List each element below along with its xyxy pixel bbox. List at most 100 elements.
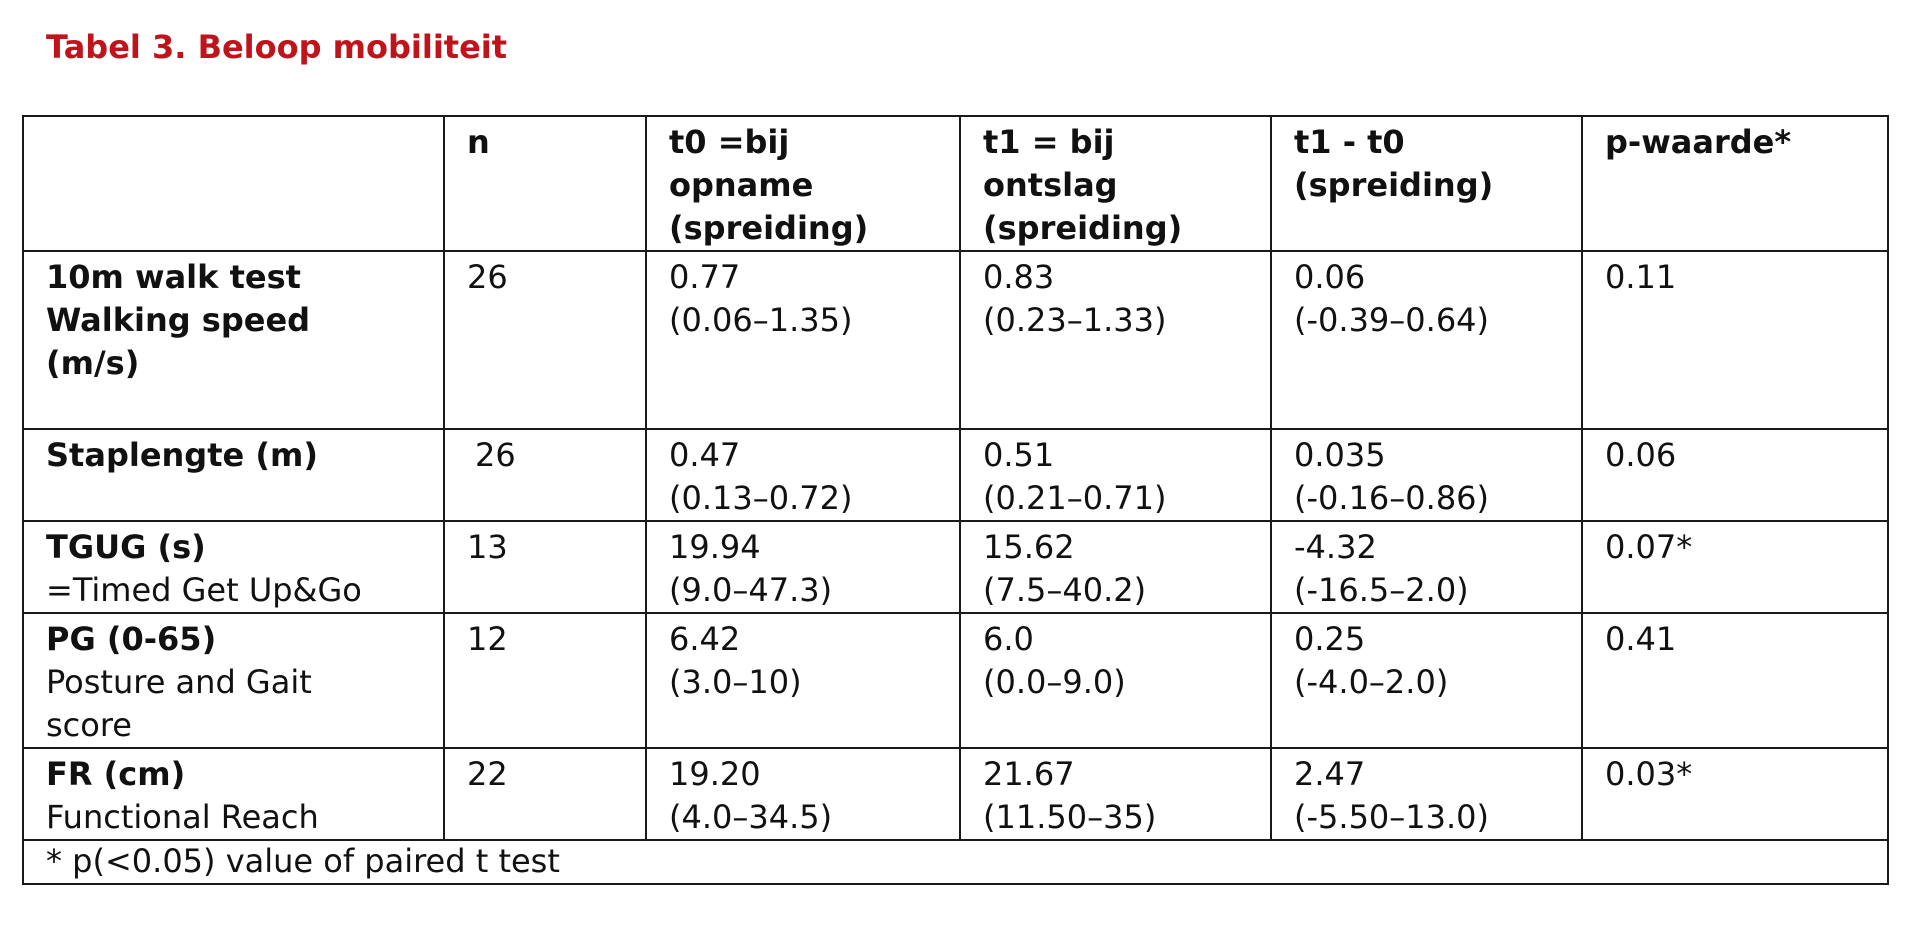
row-label-line: FR (cm): [46, 755, 186, 793]
row-t0-cell: 19.20 (4.0–34.5): [645, 747, 961, 841]
row-t1-mean: 21.67: [983, 755, 1075, 793]
row-n-value: 12: [467, 620, 508, 658]
row-p-value: 0.11: [1605, 258, 1677, 296]
row-diff-cell: 0.06 (-0.39–0.64): [1270, 250, 1583, 430]
row-diff-cell: 0.25 (-4.0–2.0): [1270, 612, 1583, 749]
header-n-label: n: [467, 123, 490, 161]
row-diff-mean: 0.06: [1294, 258, 1366, 296]
row-t1-mean: 15.62: [983, 528, 1075, 566]
table-row: 10m walk test Walking speed (m/s) 26 0.7…: [22, 250, 1889, 430]
row-diff-range: (-5.50–13.0): [1294, 798, 1490, 836]
row-t1-cell: 6.0 (0.0–9.0): [959, 612, 1272, 749]
row-t0-mean: 19.20: [669, 755, 761, 793]
row-t0-cell: 0.47 (0.13–0.72): [645, 428, 961, 522]
table-row: TGUG (s) =Timed Get Up&Go 13 19.94 (9.0–…: [22, 520, 1889, 614]
row-label-cell: FR (cm) Functional Reach: [22, 747, 445, 841]
header-cell-t1: t1 = bij ontslag (spreiding): [959, 115, 1272, 252]
header-p-label: p-waarde*: [1605, 123, 1792, 161]
row-diff-mean: 2.47: [1294, 755, 1366, 793]
table-title: Tabel 3. Beloop mobiliteit: [46, 28, 508, 66]
row-label-line: Walking speed: [46, 301, 311, 339]
row-t0-mean: 0.77: [669, 258, 741, 296]
header-cell-blank: [22, 115, 445, 252]
table-row: Staplengte (m) 26 0.47 (0.13–0.72) 0.51 …: [22, 428, 1889, 522]
row-diff-cell: -4.32 (-16.5–2.0): [1270, 520, 1583, 614]
row-t0-cell: 6.42 (3.0–10): [645, 612, 961, 749]
row-label-cell: TGUG (s) =Timed Get Up&Go: [22, 520, 445, 614]
header-cell-t0: t0 =bij opname (spreiding): [645, 115, 961, 252]
mobility-table: n t0 =bij opname (spreiding) t1 = bij on…: [22, 115, 1889, 885]
header-t0-line: (spreiding): [669, 209, 869, 247]
row-diff-mean: -4.32: [1294, 528, 1377, 566]
row-diff-range: (-4.0–2.0): [1294, 663, 1449, 701]
header-t1-line: ontslag: [983, 166, 1118, 204]
header-diff-line: t1 - t0: [1294, 123, 1405, 161]
header-cell-p: p-waarde*: [1581, 115, 1889, 252]
row-t1-range: (0.0–9.0): [983, 663, 1126, 701]
row-t1-cell: 0.51 (0.21–0.71): [959, 428, 1272, 522]
row-t0-range: (9.0–47.3): [669, 571, 833, 609]
row-t1-range: (0.23–1.33): [983, 301, 1167, 339]
header-cell-n: n: [443, 115, 647, 252]
row-p-value: 0.06: [1605, 436, 1677, 474]
footnote-cell: * p(<0.05) value of paired t test: [22, 839, 1889, 885]
row-t1-range: (0.21–0.71): [983, 479, 1167, 517]
row-t1-cell: 21.67 (11.50–35): [959, 747, 1272, 841]
row-p-cell: 0.07*: [1581, 520, 1889, 614]
row-diff-range: (-0.39–0.64): [1294, 301, 1490, 339]
row-label-cell: PG (0-65) Posture and Gait score: [22, 612, 445, 749]
row-n-value: 22: [467, 755, 508, 793]
row-n-cell: 26: [443, 250, 647, 430]
row-n-value: 26: [467, 258, 508, 296]
footnote-text: * p(<0.05) value of paired t test: [46, 842, 560, 880]
row-t0-cell: 19.94 (9.0–47.3): [645, 520, 961, 614]
row-p-value: 0.03*: [1605, 755, 1693, 793]
header-cell-diff: t1 - t0 (spreiding): [1270, 115, 1583, 252]
header-t1-line: (spreiding): [983, 209, 1183, 247]
row-t1-mean: 6.0: [983, 620, 1034, 658]
row-t0-mean: 19.94: [669, 528, 761, 566]
row-label-cell: 10m walk test Walking speed (m/s): [22, 250, 445, 430]
row-diff-range: (-0.16–0.86): [1294, 479, 1490, 517]
row-diff-range: (-16.5–2.0): [1294, 571, 1469, 609]
table-row: FR (cm) Functional Reach 22 19.20 (4.0–3…: [22, 747, 1889, 841]
row-t0-range: (4.0–34.5): [669, 798, 833, 836]
footnote-row: * p(<0.05) value of paired t test: [22, 839, 1889, 885]
row-t0-mean: 0.47: [669, 436, 741, 474]
row-label-line: (m/s): [46, 344, 140, 382]
row-t0-range: (0.13–0.72): [669, 479, 853, 517]
row-t0-cell: 0.77 (0.06–1.35): [645, 250, 961, 430]
row-t1-range: (11.50–35): [983, 798, 1157, 836]
row-sublabel-line: score: [46, 706, 132, 744]
row-p-value: 0.07*: [1605, 528, 1693, 566]
row-n-cell: 26: [443, 428, 647, 522]
row-sublabel-line: Functional Reach: [46, 798, 319, 836]
row-t1-range: (7.5–40.2): [983, 571, 1147, 609]
row-label-line: PG (0-65): [46, 620, 217, 658]
row-diff-mean: 0.035: [1294, 436, 1386, 474]
row-t1-mean: 0.51: [983, 436, 1055, 474]
row-sublabel-line: Posture and Gait: [46, 663, 312, 701]
row-sublabel-line: =Timed Get Up&Go: [46, 571, 362, 609]
row-n-cell: 13: [443, 520, 647, 614]
row-t1-cell: 15.62 (7.5–40.2): [959, 520, 1272, 614]
row-t1-mean: 0.83: [983, 258, 1055, 296]
row-t0-mean: 6.42: [669, 620, 741, 658]
header-t1-line: t1 = bij: [983, 123, 1115, 161]
row-diff-cell: 0.035 (-0.16–0.86): [1270, 428, 1583, 522]
row-p-cell: 0.03*: [1581, 747, 1889, 841]
row-p-cell: 0.11: [1581, 250, 1889, 430]
row-p-cell: 0.41: [1581, 612, 1889, 749]
row-label-cell: Staplengte (m): [22, 428, 445, 522]
row-t0-range: (3.0–10): [669, 663, 802, 701]
row-t1-cell: 0.83 (0.23–1.33): [959, 250, 1272, 430]
header-diff-line: (spreiding): [1294, 166, 1494, 204]
row-label-line: 10m walk test: [46, 258, 301, 296]
row-label-line: TGUG (s): [46, 528, 206, 566]
row-n-value: 26: [475, 436, 516, 474]
row-p-cell: 0.06: [1581, 428, 1889, 522]
row-n-cell: 22: [443, 747, 647, 841]
row-t0-range: (0.06–1.35): [669, 301, 853, 339]
row-n-cell: 12: [443, 612, 647, 749]
row-label-line: Staplengte (m): [46, 436, 318, 474]
